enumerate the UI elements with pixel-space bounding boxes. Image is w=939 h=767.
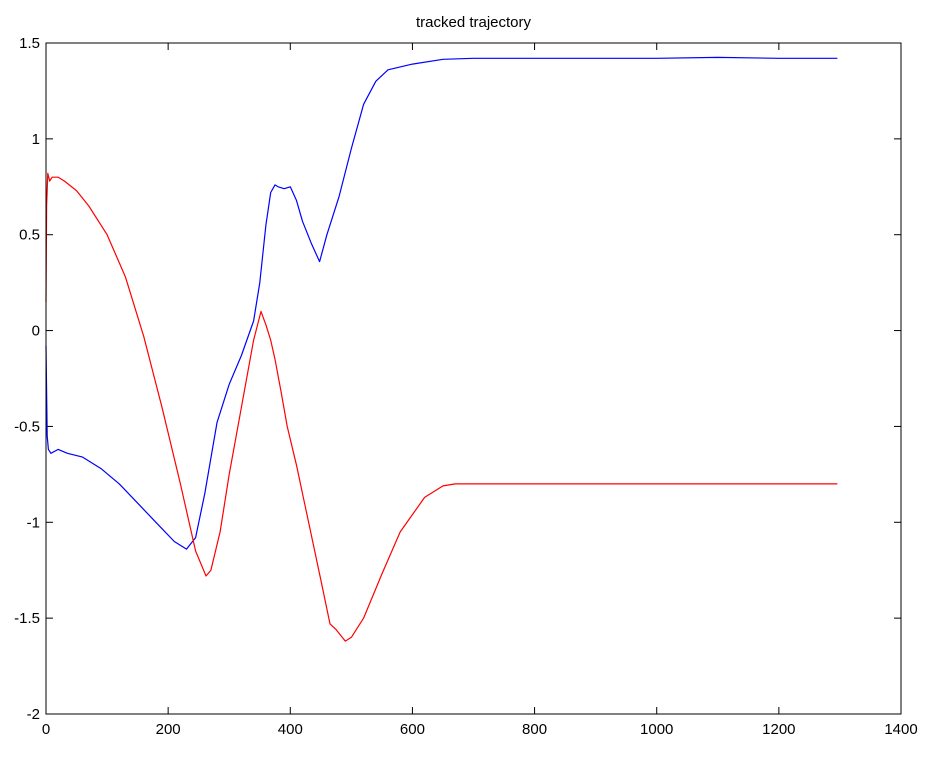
- y-tick-label: 0.5: [19, 227, 40, 244]
- x-tick-label: 1400: [884, 721, 917, 738]
- y-tick-label: 0: [32, 323, 40, 340]
- series-line-2: [45, 172, 838, 642]
- y-tick-label: -1.5: [14, 610, 40, 627]
- series-line-1: [45, 56, 838, 550]
- x-tick-label: 200: [156, 721, 181, 738]
- chart-title: tracked trajectory: [416, 14, 532, 31]
- y-tick-label: -1: [27, 514, 40, 531]
- x-tick-label: 400: [278, 721, 303, 738]
- series-layer: [45, 56, 838, 642]
- x-tick-label: 0: [42, 721, 50, 738]
- axes-ticks: 0 200 400 600 800 1000 1200 1400 -2 -1.5 -1 -0.5 0 0.…: [14, 35, 918, 738]
- y-tick-label: 1.5: [19, 35, 40, 52]
- plot-area-frame: [45, 42, 902, 715]
- x-tick-label: 600: [400, 721, 425, 738]
- x-tick-label: 1200: [762, 721, 795, 738]
- y-tick-label: -0.5: [14, 418, 40, 435]
- y-tick-label: -2: [27, 706, 40, 723]
- x-tick-label: 800: [522, 721, 547, 738]
- y-tick-label: 1: [32, 131, 40, 148]
- x-tick-label: 1000: [640, 721, 673, 738]
